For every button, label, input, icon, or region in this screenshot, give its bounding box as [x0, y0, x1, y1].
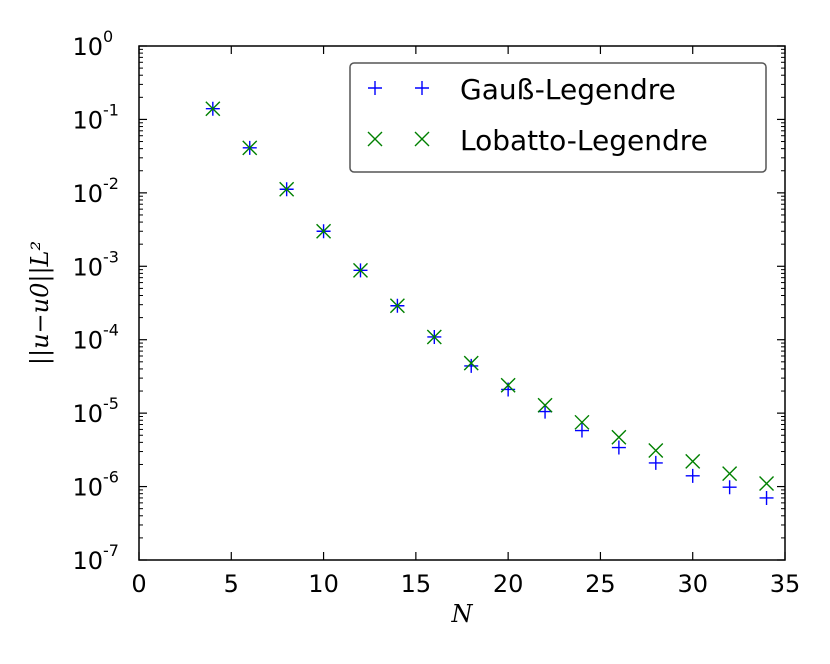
y-tick-label: 10	[72, 400, 103, 428]
x-tick-label: 0	[131, 570, 146, 598]
y-tick-exponent: -2	[103, 174, 119, 193]
x-marker	[352, 262, 368, 278]
y-tick-exponent: 0	[103, 27, 113, 46]
y-tick-label: 10	[72, 33, 103, 61]
x-tick-label: 35	[770, 570, 801, 598]
plus-marker	[574, 423, 589, 438]
legend-marker	[368, 81, 382, 95]
x-marker	[722, 466, 738, 482]
plus-marker	[464, 358, 479, 373]
x-tick-label: 15	[401, 570, 432, 598]
x-marker	[574, 414, 590, 430]
y-tick-label: 10	[72, 474, 103, 502]
plot-area-frame	[138, 45, 786, 561]
legend: Gauß-Legendre Lobatto-Legendre	[349, 62, 767, 173]
legend-marker	[414, 131, 430, 147]
x-axis-label: N	[451, 600, 474, 628]
legend-box	[349, 62, 767, 173]
legend-label-gauss: Gauß-Legendre	[460, 73, 676, 106]
x-marker	[537, 397, 553, 413]
series-gauss-legendre	[205, 101, 774, 505]
x-marker	[685, 453, 701, 469]
y-tick-label: 10	[72, 547, 103, 575]
legend-marker	[415, 81, 429, 95]
y-tick-exponent: -5	[103, 394, 119, 413]
x-marker	[205, 101, 221, 117]
x-tick-label: 25	[585, 570, 616, 598]
x-tick-label: 5	[224, 570, 239, 598]
x-marker	[500, 377, 516, 393]
y-tick-label: 10	[72, 180, 103, 208]
y-tick-exponent: -4	[103, 321, 119, 340]
series-lobatto-legendre	[205, 101, 775, 492]
y-tick-exponent: -3	[103, 247, 119, 266]
x-marker	[648, 442, 664, 458]
y-tick-exponent: -7	[103, 541, 119, 560]
y-tick-label: 10	[72, 327, 103, 355]
y-axis-label: ||u−u0||L²	[26, 241, 55, 365]
x-marker	[463, 355, 479, 371]
x-tick-label: 20	[493, 570, 524, 598]
plus-marker	[759, 490, 774, 505]
legend-marker	[367, 131, 383, 147]
x-marker	[389, 298, 405, 314]
x-tick-label: 30	[677, 570, 708, 598]
x-marker	[426, 329, 442, 345]
x-marker	[316, 223, 332, 239]
y-tick-exponent: -6	[103, 468, 119, 487]
plus-marker	[538, 404, 553, 419]
x-marker	[759, 476, 775, 492]
y-tick-label: 10	[72, 106, 103, 134]
x-marker	[611, 429, 627, 445]
y-tick-label: 10	[72, 253, 103, 281]
plus-marker	[685, 468, 700, 483]
y-tick-exponent: -1	[103, 100, 119, 119]
x-tick-label: 10	[308, 570, 339, 598]
plus-marker	[722, 480, 737, 495]
legend-label-lobatto: Lobatto-Legendre	[460, 124, 708, 157]
plus-marker	[648, 455, 663, 470]
x-marker	[279, 181, 295, 197]
x-marker	[242, 140, 258, 156]
plus-marker	[611, 440, 626, 455]
